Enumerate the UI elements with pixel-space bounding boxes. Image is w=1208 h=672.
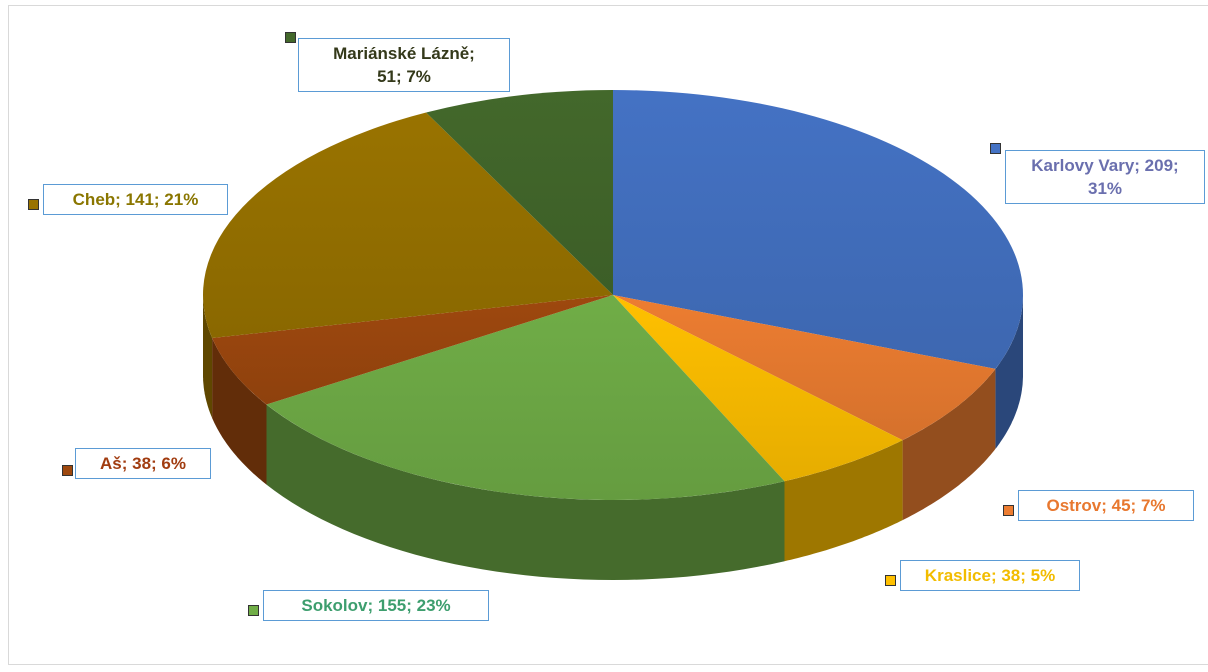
- data-label: Ostrov; 45; 7%: [1018, 490, 1194, 521]
- label-marker: [248, 605, 259, 616]
- label-marker: [28, 199, 39, 210]
- label-marker: [990, 143, 1001, 154]
- slice: [426, 90, 613, 295]
- slice: [613, 295, 996, 441]
- slice-side: [212, 338, 267, 485]
- chart-frame: [8, 5, 1208, 665]
- label-marker: [62, 465, 73, 476]
- data-label: Kraslice; 38; 5%: [900, 560, 1080, 591]
- slice: [266, 295, 785, 500]
- slice-side: [784, 440, 903, 562]
- label-marker: [1003, 505, 1014, 516]
- slice: [613, 295, 903, 482]
- data-label: Mariánské Lázně; 51; 7%: [298, 38, 510, 92]
- data-label: Sokolov; 155; 23%: [263, 590, 489, 621]
- slice-side: [902, 368, 996, 521]
- slice: [613, 90, 1023, 369]
- slice-side: [266, 404, 785, 580]
- data-label: Aš; 38; 6%: [75, 448, 211, 479]
- slice-side: [995, 295, 1023, 449]
- data-label: Cheb; 141; 21%: [43, 184, 228, 215]
- slice: [212, 295, 613, 405]
- label-marker: [285, 32, 296, 43]
- slice-side: [203, 295, 213, 418]
- label-marker: [885, 575, 896, 586]
- slice: [203, 112, 613, 338]
- data-label: Karlovy Vary; 209; 31%: [1005, 150, 1205, 204]
